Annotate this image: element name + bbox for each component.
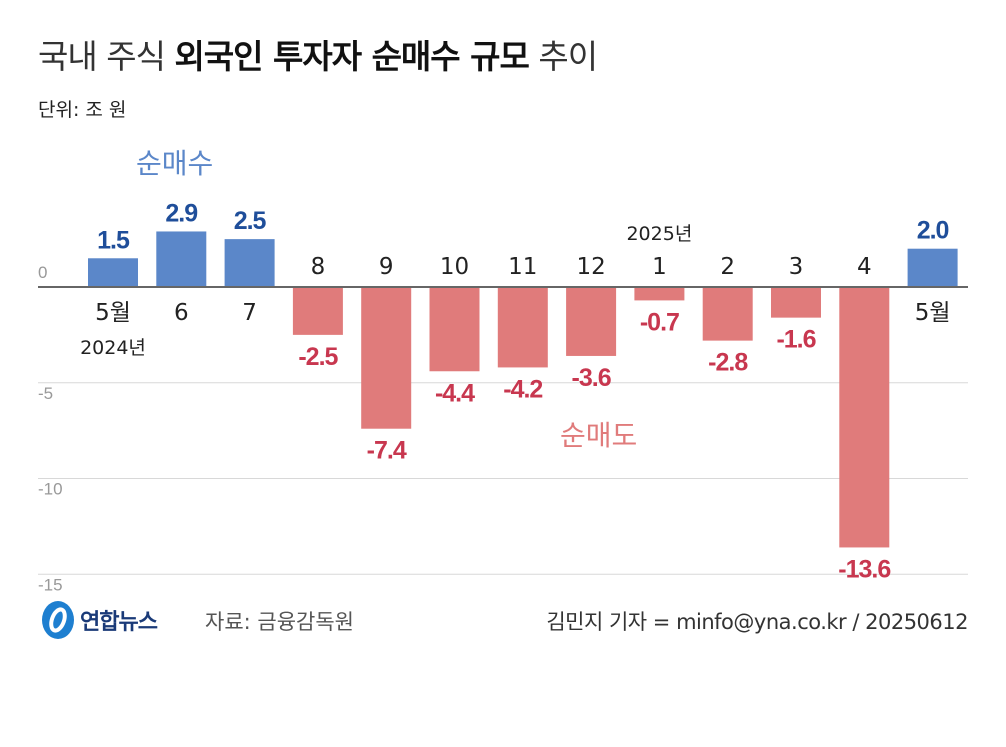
data-label: 2.0 (917, 217, 949, 245)
data-label: -4.2 (503, 375, 542, 403)
bar (634, 287, 685, 301)
logo: 연합뉴스 (40, 600, 158, 640)
bar (839, 287, 890, 548)
net-sell-label: 순매도 (560, 419, 638, 452)
y-tick-label: -15 (38, 575, 63, 594)
title-bold: 외국인 투자자 순매수 규모 (174, 37, 529, 76)
data-label: 2.9 (165, 199, 197, 227)
x-tick-label: 11 (508, 254, 537, 280)
x-tick-label: 7 (242, 300, 257, 326)
data-label: 2.5 (234, 207, 267, 235)
x-tick-label: 5월 (915, 300, 951, 326)
bar (497, 287, 548, 368)
chart-title: 국내 주식 외국인 투자자 순매수 규모 추이 (38, 30, 598, 78)
x-tick-label: 5월 (95, 300, 131, 326)
x-tick-label: 9 (379, 254, 394, 280)
x-tick-label: 2 (720, 254, 735, 280)
credit: 김민지 기자 = minfo@yna.co.kr / 20250612 (546, 610, 968, 634)
bar (224, 239, 275, 287)
data-label: -1.6 (776, 326, 815, 354)
net-buy-label: 순매수 (136, 147, 214, 180)
data-label: -2.8 (708, 349, 748, 377)
year-2025-label: 2025년 (626, 223, 692, 245)
unit-label: 단위: 조 원 (38, 99, 127, 121)
data-label: -7.4 (367, 437, 407, 465)
x-tick-label: 12 (576, 254, 605, 280)
data-label: -2.5 (298, 343, 338, 371)
logo-text: 연합뉴스 (80, 610, 158, 635)
title-prefix: 국내 주식 (38, 37, 166, 76)
data-label: 1.5 (97, 226, 130, 254)
data-label: -3.6 (572, 364, 611, 392)
data-label: -4.4 (435, 379, 475, 407)
data-label: -13.6 (838, 555, 890, 583)
bar (156, 231, 207, 287)
bar (702, 287, 753, 341)
bar (771, 287, 821, 318)
y-tick-label: -5 (38, 384, 53, 403)
year-2024-label: 2024년 (80, 337, 146, 359)
x-tick-label: 3 (789, 254, 804, 280)
x-tick-label: 8 (311, 254, 326, 280)
x-tick-label: 6 (174, 300, 189, 326)
x-tick-label: 4 (857, 254, 872, 280)
y-tick-label: 0 (38, 263, 47, 282)
bar (292, 287, 343, 335)
x-tick-label: 10 (440, 254, 469, 280)
bar (361, 287, 412, 429)
bar (566, 287, 617, 356)
source: 자료: 금융감독원 (205, 610, 354, 634)
y-tick-label: -10 (38, 480, 63, 499)
bar (429, 287, 480, 372)
logo-globe-icon (42, 601, 74, 639)
bar (88, 258, 138, 287)
x-tick-label: 1 (652, 254, 667, 280)
bar (907, 248, 958, 287)
title-suffix: 추이 (538, 37, 598, 76)
data-label: -0.7 (640, 308, 679, 336)
